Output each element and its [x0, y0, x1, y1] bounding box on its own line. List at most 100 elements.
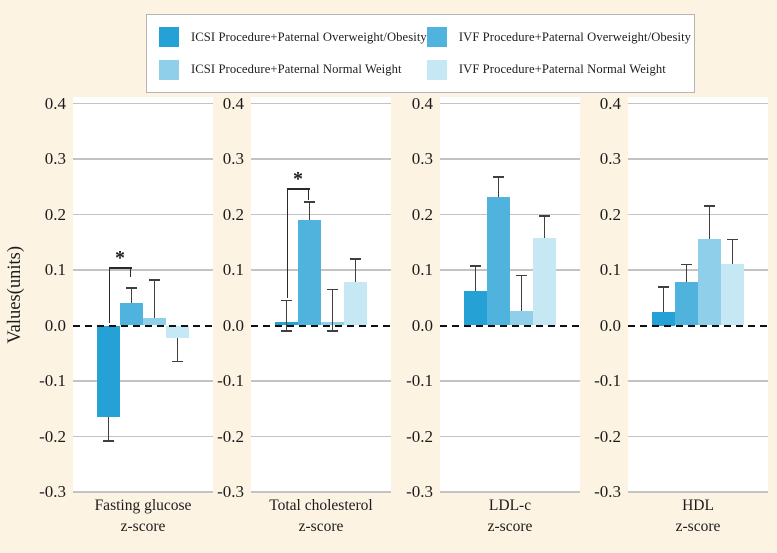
y-tick-label: -0.2 [406, 426, 433, 446]
error-bar [497, 177, 500, 197]
x-category-label-line: z-score [675, 517, 721, 535]
bar [675, 282, 698, 326]
y-tick-label: -0.3 [594, 482, 621, 501]
gridline [440, 380, 580, 382]
gridline [628, 158, 768, 160]
y-tick-label: -0.1 [217, 371, 244, 390]
panel: * [73, 97, 213, 493]
error-bar [543, 216, 546, 239]
y-tick-label: 0.3 [411, 149, 433, 168]
y-tick-label: 0.1 [222, 260, 244, 279]
error-bar-cap-top [727, 238, 738, 241]
significance-bracket-leg [286, 188, 289, 298]
error-bar-cap-bottom [172, 360, 183, 363]
panel [628, 97, 768, 493]
bar [721, 264, 744, 326]
y-tick-label: 0.0 [222, 315, 244, 335]
legend-item-label: IVF Procedure+Paternal Normal Weight [458, 62, 666, 77]
gridline [628, 491, 768, 493]
gridline [251, 213, 391, 216]
legend-item: ICSI Procedure+Paternal Normal Weight [159, 59, 427, 80]
bar [166, 325, 189, 338]
error-bar-cap-top [539, 215, 550, 218]
significance-bracket [108, 267, 132, 269]
error-bar-cap-top [149, 279, 160, 281]
panel: * [251, 97, 391, 493]
error-bar-cap-top [704, 205, 715, 208]
gridline [440, 213, 580, 216]
error-bar-cap-bottom [103, 440, 114, 442]
error-bar-cap-top [658, 285, 669, 288]
x-category-label-line: z-score [298, 517, 344, 535]
x-category-label: Fasting glucose z-score [43, 496, 243, 537]
error-bar [107, 417, 110, 441]
gridline [73, 380, 213, 382]
bar [464, 291, 487, 326]
error-bar [731, 239, 734, 265]
y-tick-label: 0.4 [222, 93, 244, 113]
x-category-label: LDL-c z-score [410, 496, 610, 537]
y-tick-label: 0.1 [44, 260, 66, 279]
gridline [440, 491, 580, 493]
x-category-label: Total cholesterol z-score [221, 496, 421, 537]
significance-bracket-leg [129, 267, 132, 277]
y-tick-label: -0.2 [594, 426, 621, 446]
panel [440, 97, 580, 493]
error-bar-cap-top [327, 288, 338, 291]
zero-baseline [440, 324, 580, 327]
bar [143, 318, 166, 326]
gridline [251, 102, 391, 105]
error-bar-cap-bottom [281, 330, 292, 332]
legend-swatch [159, 59, 179, 80]
significance-star: * [293, 168, 303, 191]
legend-item: ICSI Procedure+Paternal Overweight/Obesi… [159, 27, 427, 48]
y-tick-label: 0.0 [599, 315, 621, 335]
x-category-label-line: Total cholesterol [269, 497, 373, 514]
error-bar [308, 202, 311, 221]
y-tick-label: 0.0 [411, 315, 433, 335]
error-bar-cap-top [470, 265, 481, 267]
legend-item-label: IVF Procedure+Paternal Overweight/Obesit… [458, 29, 692, 44]
significance-bracket [286, 188, 310, 190]
y-tick-label: 0.1 [599, 260, 621, 279]
zero-baseline [251, 324, 391, 327]
y-tick-label: 0.0 [44, 315, 66, 335]
error-bar [685, 264, 688, 283]
bar [652, 311, 675, 326]
x-category-label-line: HDL [682, 497, 714, 514]
gridline [251, 491, 391, 493]
legend-item-label: ICSI Procedure+Paternal Overweight/Obesi… [191, 29, 427, 44]
legend: ICSI Procedure+Paternal Overweight/Obesi… [146, 14, 695, 93]
error-bar [331, 289, 334, 332]
x-category-label-line: z-score [487, 517, 533, 535]
gridline [628, 102, 768, 105]
error-bar [474, 266, 477, 292]
error-bar [285, 300, 288, 332]
y-tick-label: 0.1 [411, 260, 433, 279]
bar [698, 239, 721, 326]
legend-item: IVF Procedure+Paternal Overweight/Obesit… [426, 27, 692, 48]
error-bar [662, 286, 665, 312]
y-tick-label: -0.2 [39, 426, 66, 446]
gridline [73, 102, 213, 105]
zero-baseline [73, 324, 213, 327]
gridline [628, 380, 768, 382]
error-bar [153, 279, 156, 319]
gridline [440, 435, 580, 438]
y-tick-label: 0.2 [599, 204, 621, 224]
gridline [251, 435, 391, 438]
legend-item: IVF Procedure+Paternal Normal Weight [426, 59, 691, 80]
legend-swatch [426, 27, 447, 48]
y-tick-label: -0.1 [406, 371, 433, 390]
gridline [440, 102, 580, 105]
bar [487, 196, 510, 326]
legend-swatch [426, 59, 447, 80]
error-bar [130, 287, 133, 304]
gridline [73, 158, 213, 160]
error-bar [520, 275, 523, 312]
y-tick-label: 0.4 [411, 93, 433, 113]
error-bar [708, 206, 711, 240]
y-tick-label: -0.1 [594, 371, 621, 390]
error-bar [176, 337, 179, 362]
legend-item-label: ICSI Procedure+Paternal Normal Weight [191, 62, 402, 77]
